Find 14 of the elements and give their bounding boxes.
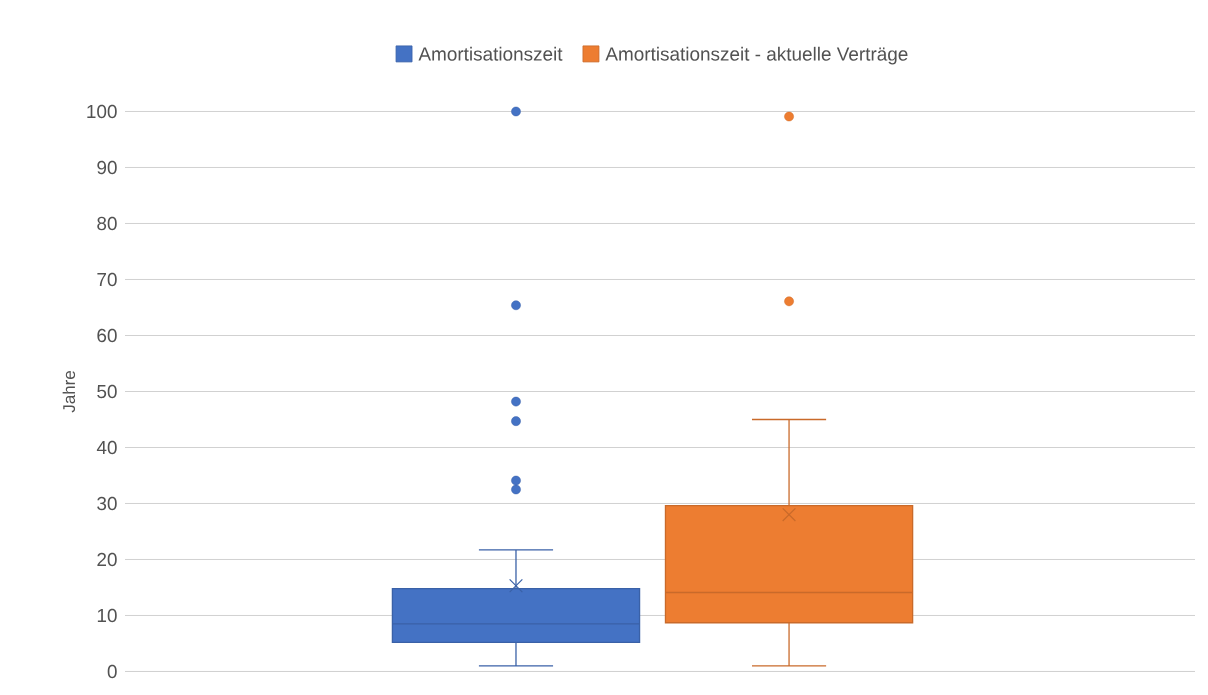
y-tick-label: 70 [97,272,117,287]
legend-label: Amortisationszeit [418,46,563,61]
y-tick-label: 80 [97,216,117,231]
legend-label: Amortisationszeit - aktuelle Verträge [605,46,908,65]
y-tick-label: 0 [107,664,117,679]
y-tick-label: 10 [97,608,117,623]
y-tick-label: 100 [87,104,117,119]
y-tick-label: 60 [97,328,117,343]
y-tick-label: 50 [97,384,117,399]
y-axis-title: Jahre [62,371,76,413]
y-tick-label: 20 [97,552,117,567]
y-tick-label: 30 [97,496,117,511]
y-tick-label: 90 [97,160,117,175]
y-tick-label: 40 [96,440,117,455]
